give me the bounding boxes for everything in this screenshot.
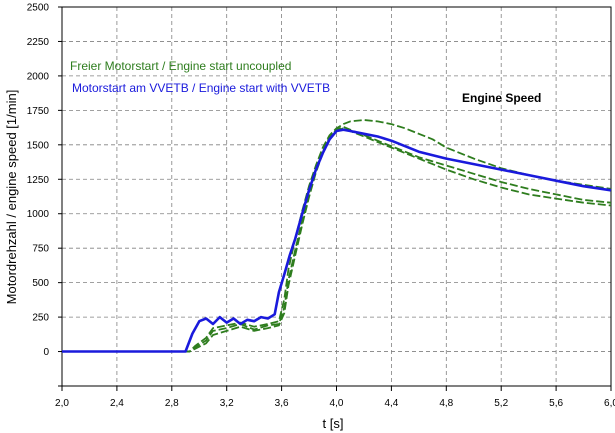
- x-axis-ticks: 2,0 2,4 2,8 3,2 3,6 4,0 4,4 4,8 5,2 5,6 6,0: [55, 386, 615, 409]
- y-tick-label: 2500: [27, 3, 50, 14]
- y-tick-label: 1000: [27, 209, 50, 220]
- grid-lines: [62, 7, 611, 386]
- series-line-vvetb: [62, 128, 612, 353]
- y-tick-label: 1500: [27, 140, 50, 151]
- y-tick-label: 0: [43, 347, 49, 358]
- y-tick-label: 2250: [27, 37, 50, 48]
- x-tick-label: 3,6: [275, 398, 289, 409]
- legend-entry-uncoupled: Freier Motorstart / Engine start uncoupl…: [70, 59, 291, 73]
- data-series: [62, 119, 612, 353]
- y-axis-label: Motordrehzahl / engine speed [1/min]: [4, 90, 19, 305]
- y-tick-label: 1750: [27, 106, 50, 117]
- series-line-uncoupled-0: [62, 119, 612, 353]
- x-tick-label: 5,6: [549, 398, 563, 409]
- legend-entry-vvetb: Motorstart am VVETB / Engine start with …: [72, 81, 330, 95]
- chart-annotation: Engine Speed: [462, 91, 541, 105]
- x-tick-label: 5,2: [494, 398, 508, 409]
- y-tick-label: 2000: [27, 71, 50, 82]
- x-tick-label: 4,4: [384, 398, 398, 409]
- x-tick-label: 4,8: [439, 398, 453, 409]
- x-tick-label: 2,4: [110, 398, 124, 409]
- x-tick-label: 4,0: [330, 398, 344, 409]
- x-tick-label: 6,0: [604, 398, 615, 409]
- y-tick-label: 500: [32, 278, 49, 289]
- x-tick-label: 2,8: [165, 398, 179, 409]
- x-tick-label: 3,2: [220, 398, 234, 409]
- y-tick-label: 750: [32, 244, 49, 255]
- x-axis-label: t [s]: [323, 416, 344, 431]
- y-tick-label: 250: [32, 313, 49, 324]
- x-tick-label: 2,0: [55, 398, 69, 409]
- y-tick-label: 1250: [27, 175, 50, 186]
